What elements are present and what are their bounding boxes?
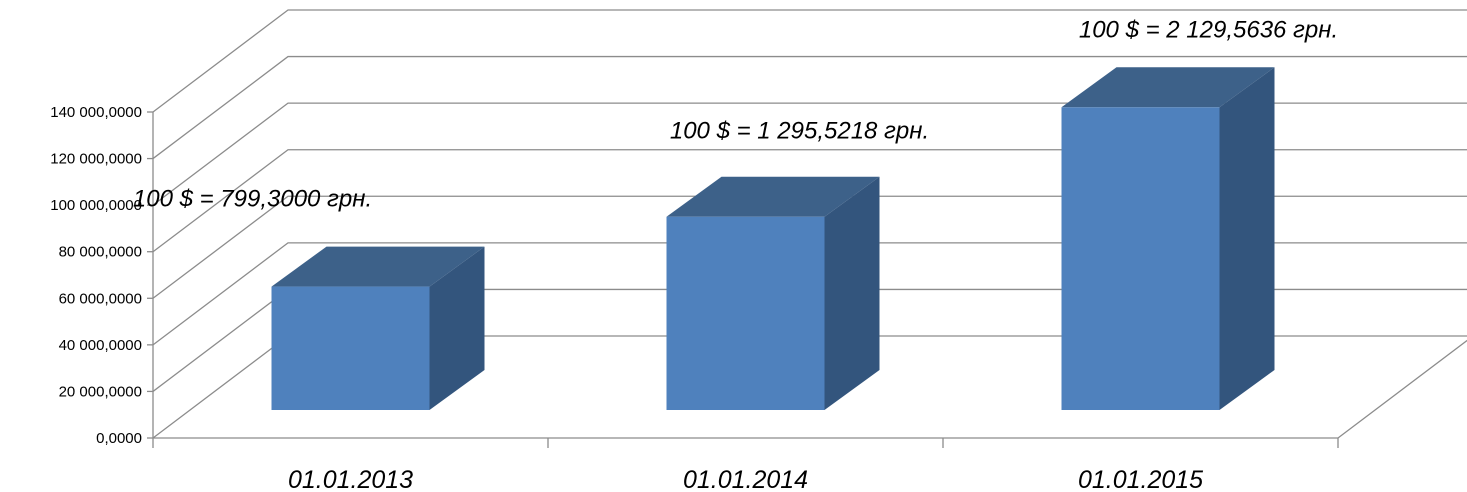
data-label: 100 $ = 799,3000 грн. (133, 186, 372, 213)
x-tick-label: 01.01.2015 (1078, 466, 1203, 492)
x-axis-category-labels: 01.01.2013 01.01.2014 01.01.2015 (288, 466, 1203, 492)
y-tick-label: 0,0000 (96, 430, 142, 447)
bar-side-face (825, 177, 880, 410)
y-tick-label: 40 000,0000 (59, 337, 142, 354)
data-label: 100 $ = 1 295,5218 грн. (670, 118, 929, 145)
y-tick-label: 60 000,0000 (59, 290, 142, 307)
bar-side-face (1220, 67, 1275, 410)
y-tick-label: 20 000,0000 (59, 383, 142, 400)
y-tick-label: 100 000,0000 (50, 197, 142, 214)
bar (272, 287, 430, 410)
y-axis-tick-labels: 0,0000 20 000,0000 40 000,0000 60 000,0000 8… (50, 104, 142, 447)
y-tick-label: 140 000,0000 (50, 104, 142, 121)
bar (1062, 107, 1220, 410)
x-tick-label: 01.01.2013 (288, 466, 413, 492)
y-tick-label: 120 000,0000 (50, 151, 142, 168)
x-tick-label: 01.01.2014 (683, 466, 808, 492)
y-tick-label: 80 000,0000 (59, 244, 142, 261)
bar (667, 217, 825, 410)
data-label: 100 $ = 2 129,5636 грн. (1079, 16, 1338, 43)
